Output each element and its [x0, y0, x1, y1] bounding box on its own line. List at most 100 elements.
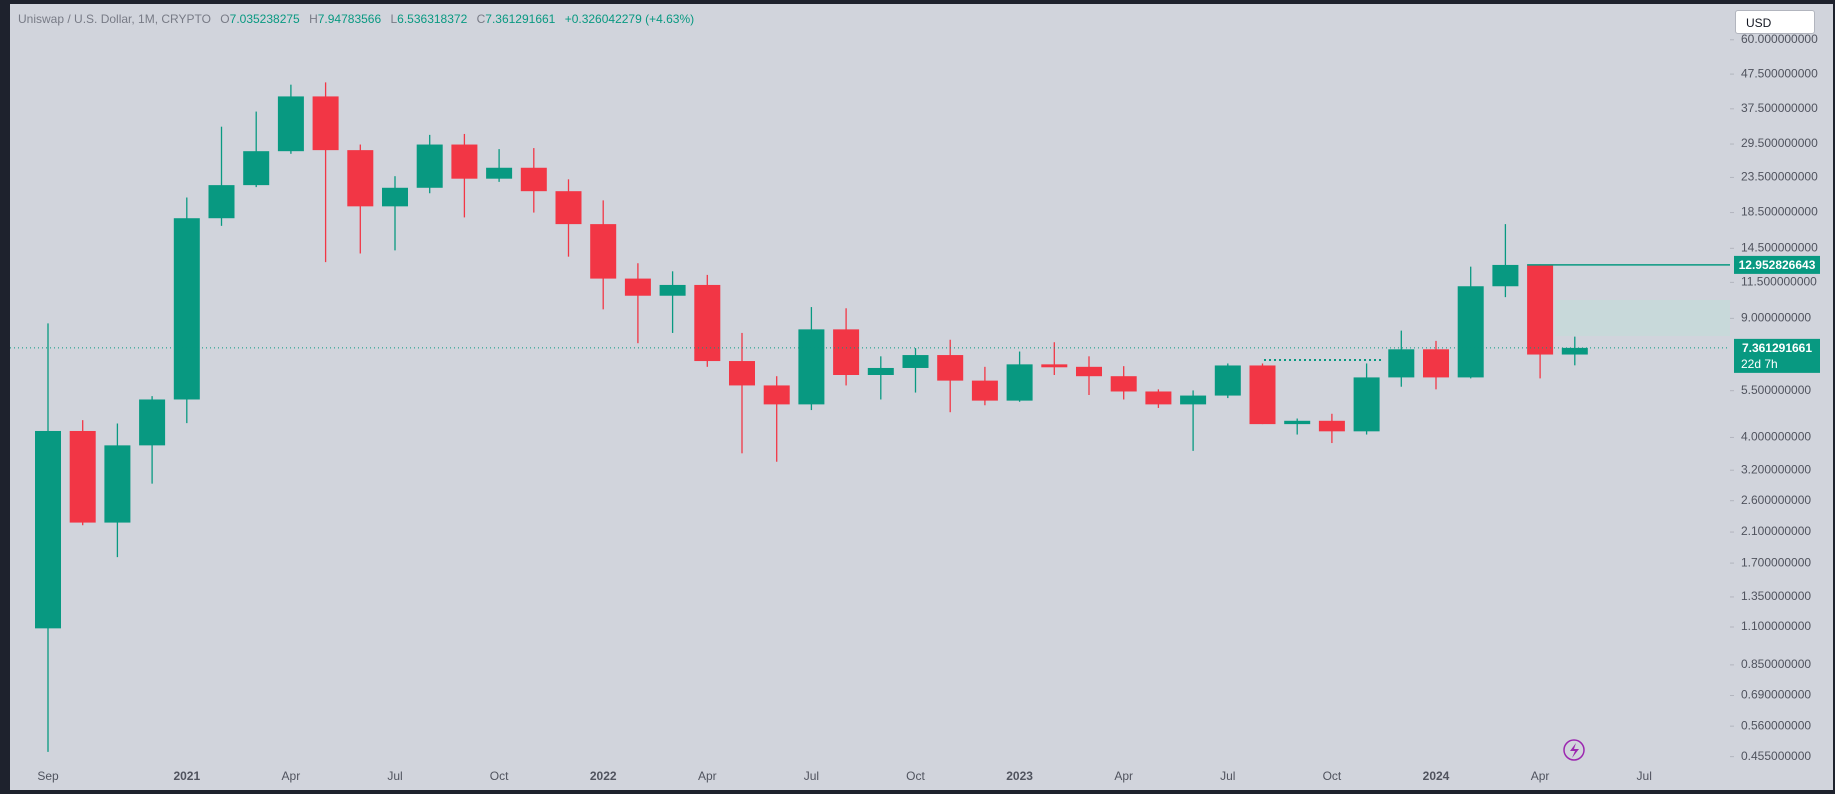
y-tick-label: 60.000000000 [1741, 32, 1818, 46]
y-tick-label: 18.500000000 [1741, 205, 1818, 219]
candle-body [104, 445, 131, 523]
currency-button[interactable]: USD [1735, 10, 1815, 34]
candle-body [1249, 365, 1276, 425]
x-tick-label: Apr [1114, 769, 1133, 783]
candle-body [243, 151, 270, 186]
ohlc-value: 7.94783566 [317, 12, 382, 26]
y-tick-label: 37.500000000 [1741, 101, 1818, 115]
legend: Uniswap / U.S. Dollar, 1M, CRYPTO O7.035… [18, 12, 700, 26]
candle-body [902, 355, 929, 368]
candle-body [624, 278, 651, 296]
candle-body [937, 355, 964, 381]
candle-body [659, 284, 686, 296]
x-tick-label: 2022 [590, 769, 617, 783]
candle-body [69, 430, 96, 523]
chart-panel: 60.000000000 47.500000000 37.500000000 29.5… [10, 4, 1833, 790]
x-tick-label: Oct [490, 769, 509, 783]
candle-body [1423, 349, 1449, 378]
y-tick-label: 0.690000000 [1741, 688, 1811, 702]
y-tick-label: 5.500000000 [1741, 383, 1811, 397]
current-price-box [1734, 338, 1820, 373]
candle-body [382, 187, 408, 207]
candle-body [1527, 264, 1554, 355]
candle-body [1318, 420, 1345, 432]
candle-body [139, 399, 166, 446]
candle-body [35, 430, 61, 629]
y-tick-label: 0.560000000 [1741, 718, 1811, 732]
candle-body [1041, 364, 1068, 368]
y-tick-label: 2.600000000 [1741, 493, 1811, 507]
candle-body [277, 96, 304, 152]
candle-body [347, 150, 374, 207]
y-tick-label: 0.850000000 [1741, 657, 1811, 671]
candle-body [1284, 420, 1311, 425]
ohlc-letter: O [220, 12, 230, 26]
ohlc-letter: H [309, 12, 318, 26]
y-tick-label: 14.500000000 [1741, 241, 1818, 255]
position-zone [1555, 300, 1730, 336]
candle-body [208, 185, 235, 219]
candle-body [555, 191, 582, 225]
ohlc-letter: L [390, 12, 398, 26]
chart: 60.000000000 47.500000000 37.500000000 29.5… [10, 32, 1820, 783]
change: +0.326042279 (+4.63%) [564, 12, 695, 26]
x-tick-label: Oct [1323, 769, 1342, 783]
y-tick-label: 3.200000000 [1741, 462, 1811, 476]
candle-body [1388, 349, 1415, 378]
candle-body [729, 361, 755, 386]
ohlc-value: 7.035238275 [229, 12, 300, 26]
candle-body [416, 144, 443, 188]
x-tick-label: Jul [804, 769, 819, 783]
current-price-label: 7.361291661 [1742, 341, 1812, 355]
x-tick-label: 2024 [1423, 769, 1450, 783]
x-tick-label: Oct [906, 769, 925, 783]
x-tick-label: Apr [1531, 769, 1550, 783]
candle-body [763, 385, 790, 405]
x-tick-label: Apr [282, 769, 301, 783]
y-tick-label: 4.000000000 [1741, 430, 1811, 444]
y-tick-label: 1.100000000 [1741, 619, 1811, 633]
ohlc-value: 7.361291661 [485, 12, 556, 26]
y-tick-label: 2.100000000 [1741, 524, 1811, 538]
ohlc-letter: C [476, 12, 486, 26]
x-tick-label: Sep [37, 769, 59, 783]
candle-body [694, 284, 721, 362]
event-icon[interactable] [1563, 739, 1585, 761]
y-tick-label: 47.500000000 [1741, 66, 1818, 80]
candle-body [798, 329, 825, 405]
x-tick-label: 2021 [173, 769, 200, 783]
x-tick-label: Apr [698, 769, 717, 783]
x-tick-label: Jul [387, 769, 402, 783]
price-label-box [1734, 255, 1820, 274]
y-tick-label: 11.500000000 [1741, 275, 1817, 289]
price-label: 12.952826643 [1739, 258, 1816, 272]
candle-body [1457, 286, 1484, 378]
countdown: 22d 7h [1741, 357, 1778, 371]
y-tick-label: 1.700000000 [1741, 555, 1811, 569]
candle-body [1076, 366, 1102, 377]
symbol-title: Uniswap / U.S. Dollar, 1M, CRYPTO [18, 12, 211, 26]
candle-body [1006, 364, 1033, 401]
candle-body [312, 96, 339, 151]
ohlc-value: 6.536318372 [397, 12, 468, 26]
x-tick-label: Jul [1637, 769, 1652, 783]
event-icon-bolt [1570, 743, 1579, 758]
candle-body [1561, 347, 1588, 355]
y-tick-label: 1.350000000 [1741, 589, 1811, 603]
candle-body [1492, 264, 1519, 287]
candle-body [971, 380, 998, 401]
candle-body [833, 329, 860, 375]
candle-body [867, 367, 894, 375]
x-tick-label: 2023 [1006, 769, 1033, 783]
x-tick-label: Jul [1220, 769, 1235, 783]
candle-body [486, 167, 513, 179]
y-tick-label: 9.000000000 [1741, 311, 1811, 325]
candle-body [451, 144, 478, 179]
y-tick-label: 29.500000000 [1741, 136, 1818, 150]
candle-body [1180, 395, 1207, 405]
candle-body [590, 224, 617, 279]
candle-body [1353, 377, 1380, 432]
candle-body [520, 167, 547, 192]
candle-body [1145, 391, 1172, 405]
candle-body [1214, 365, 1241, 396]
